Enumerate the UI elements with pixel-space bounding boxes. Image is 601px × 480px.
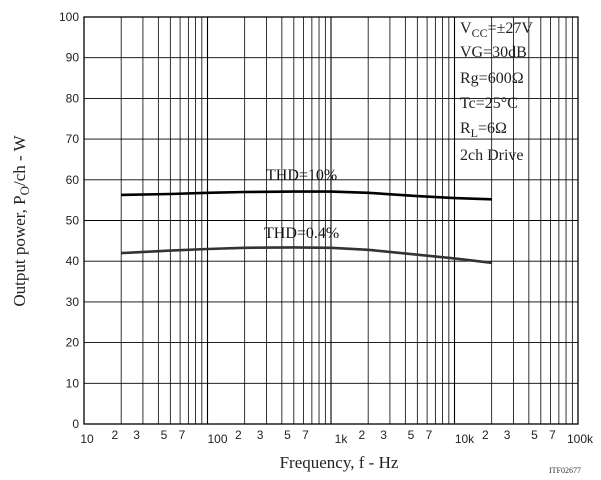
x-axis-ticks: 10 2 3 5 7 100 2 3 5 7 1k 2 3 5 7 10k 2 3 5 7 100k [80,428,594,446]
condition-tc: Tc=25°C [460,95,518,112]
x-tick-label: 7 [549,428,556,442]
y-tick-label: 40 [66,254,80,268]
x-axis-title: Frequency, f - Hz [280,453,399,472]
x-tick-label: 2 [111,428,118,442]
x-tick-label: 5 [531,428,538,442]
y-axis-title: Output power, PO/ch - W [10,134,32,306]
x-tick-label: 3 [380,428,387,442]
x-tick-label: 7 [302,428,309,442]
y-tick-label: 80 [66,91,80,105]
x-tick-label: 100k [567,432,594,446]
plot-frame [83,16,579,425]
x-tick-label: 5 [284,428,291,442]
y-tick-label: 20 [66,336,80,350]
x-tick-label: 2 [482,428,489,442]
condition-vcc: VCC=±27V [460,20,533,40]
x-tick-label: 2 [358,428,365,442]
x-tick-label: 7 [426,428,433,442]
y-tick-label: 60 [66,173,80,187]
x-tick-label: 3 [257,428,264,442]
y-axis-ticks: 0 10 20 30 40 50 60 70 80 90 100 [59,10,79,431]
y-tick-label: 10 [66,376,80,390]
y-tick-label: 0 [72,417,79,431]
x-tick-label: 1k [335,432,349,446]
test-conditions: VCC=±27V VG=30dB Rg=600Ω Tc=25°C RL=6Ω 2… [460,20,533,164]
series-label-thd-10: THD=10% [266,167,337,184]
condition-vg: VG=30dB [460,44,527,61]
x-tick-label: 10 [80,432,94,446]
x-tick-label: 100 [207,432,227,446]
x-tick-label: 5 [408,428,415,442]
x-tick-label: 10k [455,432,475,446]
x-tick-label: 2 [235,428,242,442]
condition-drive: 2ch Drive [460,147,524,164]
x-tick-label: 3 [504,428,511,442]
condition-rg: Rg=600Ω [460,70,524,87]
y-tick-label: 100 [59,10,79,24]
figure-code: ITF02677 [549,466,581,475]
series-label-thd-0-4: THD=0.4% [264,225,339,242]
series-line-1 [121,246,492,265]
series-line-0 [121,190,492,201]
y-tick-label: 90 [66,51,80,65]
x-tick-label: 5 [161,428,168,442]
y-tick-label: 70 [66,132,80,146]
condition-rl: RL=6Ω [460,120,507,140]
x-tick-label: 7 [179,428,186,442]
y-tick-label: 50 [66,214,80,228]
x-tick-label: 3 [133,428,140,442]
grid [84,16,578,425]
y-tick-label: 30 [66,295,80,309]
series-layer [121,190,492,265]
